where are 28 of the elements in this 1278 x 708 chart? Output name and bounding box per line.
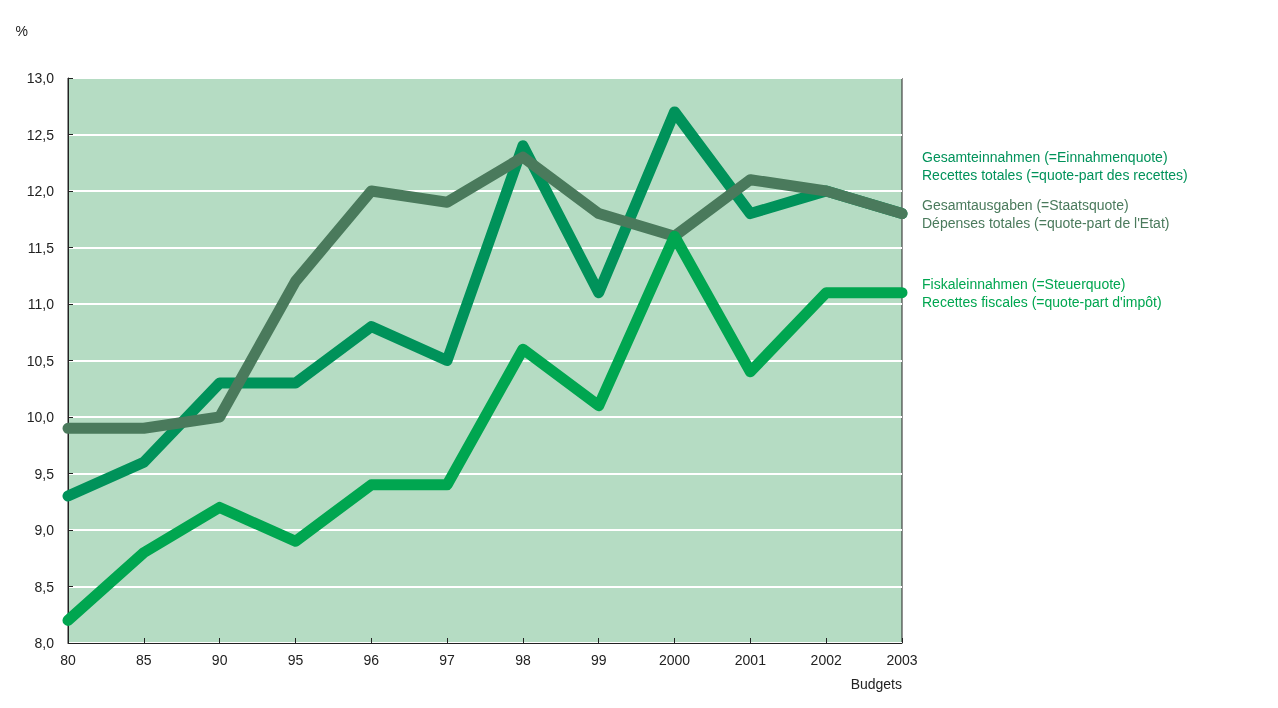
series-label: Gesamtausgaben (=Staatsquote) Dépenses totales (=quote-part de l'Etat) <box>922 196 1170 231</box>
text: Gesamteinnahmen (=Einnahmenquote) Recettes totales (=quote-part des recettes) <box>922 148 1188 183</box>
y-tick-label: 9,5 <box>34 465 55 482</box>
x-tick-label: 2001 <box>734 652 767 668</box>
y-tick-label: 8,0 <box>34 635 55 651</box>
series-label: Fiskaleinnahmen (=Steuerquote) Recettes fiscales (=quote-part d'impôt) <box>922 275 1162 310</box>
x-tick-label: 95 <box>287 652 304 668</box>
x-tick-label: 2003 <box>886 652 918 668</box>
y-tick-label: 8,5 <box>34 578 55 595</box>
y-tick-label: 13,0 <box>26 70 55 86</box>
x-tick-label: 99 <box>590 652 607 668</box>
y-tick-label: 10,5 <box>26 352 55 369</box>
y-tick-label: 11,5 <box>27 239 55 256</box>
y-tick-label: 12,0 <box>26 183 55 199</box>
x-axis-title: Budgets <box>850 676 902 692</box>
x-tick-label: 2002 <box>810 652 842 668</box>
x-tick-label: 80 <box>60 652 76 668</box>
x-tick-label: 97 <box>439 652 456 668</box>
y-tick-label: 11,0 <box>27 296 55 312</box>
y-tick-label: 9,0 <box>34 522 55 538</box>
y-tick-label: 10,0 <box>26 409 55 425</box>
y-axis-title: % <box>15 23 28 39</box>
x-tick-label: 2000 <box>658 652 691 668</box>
x-tick-label: 85 <box>136 652 152 668</box>
x-tick-label: 90 <box>211 652 228 668</box>
x-tick-label: 98 <box>515 652 531 668</box>
x-tick-label: 96 <box>363 652 380 668</box>
y-tick-label: 12,5 <box>26 126 55 143</box>
